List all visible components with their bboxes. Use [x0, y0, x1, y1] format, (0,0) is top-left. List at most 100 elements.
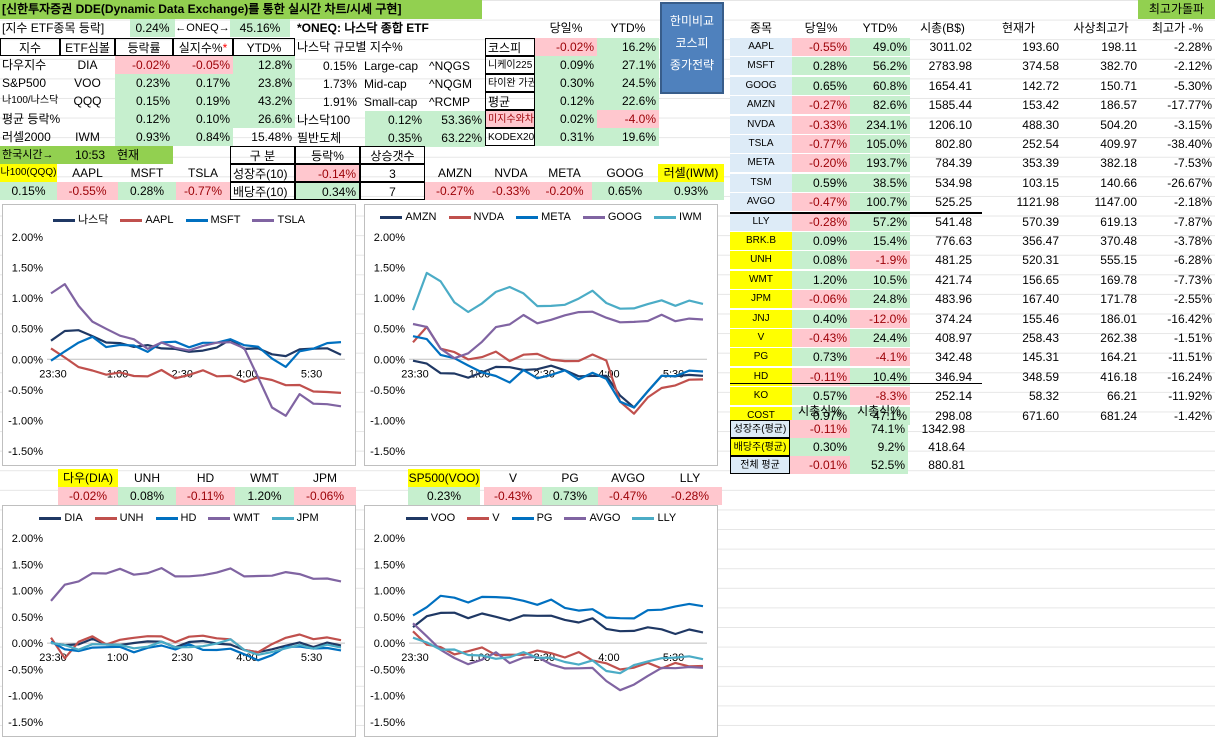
- stock-ytd: 24.8%: [850, 290, 910, 309]
- x-tick-label: 23:30: [39, 652, 67, 664]
- oneq-row-sym: ^NQGS: [429, 59, 470, 73]
- stock-header: 시총(B$): [920, 21, 965, 35]
- summary-b: 74.1%: [850, 420, 908, 438]
- stock-high: 186.01: [1100, 311, 1137, 326]
- y-tick-label: -1.00%: [8, 415, 43, 427]
- x-tick-label: 23:30: [401, 652, 429, 664]
- stock-header: 당일%: [804, 21, 838, 35]
- stock-high: 382.18: [1100, 156, 1137, 171]
- legend-label: AVGO: [589, 512, 621, 524]
- oneq-row-sym: ^NQGM: [429, 77, 472, 91]
- stock-high: 370.48: [1100, 234, 1137, 248]
- legend-entry: MSFT: [185, 214, 241, 226]
- chart-svg: 2.00% 1.50% 1.00% 0.50% 0.00% -0.50% -1.00% -1.…: [370, 232, 707, 458]
- legend-entry: LLY: [632, 512, 676, 524]
- legend-swatch: [516, 215, 539, 219]
- stock-price: 374.58: [1022, 59, 1059, 74]
- asia-row-ytd: 27.1%: [597, 56, 659, 74]
- stock-price: 356.47: [1022, 234, 1059, 248]
- ticker2-label: HD: [196, 471, 215, 485]
- x-tick-label: 5:30: [301, 652, 322, 664]
- index-row-real: 0.17%: [173, 74, 233, 92]
- legend-label: V: [492, 512, 500, 524]
- legend-label: MSFT: [210, 214, 241, 226]
- legend-entry: AVGO: [564, 512, 620, 524]
- legend-entry: AAPL: [120, 214, 174, 226]
- stock-cap: 1206.10: [928, 117, 972, 132]
- ticker1-label: AMZN: [438, 166, 472, 180]
- stock-symbol: GOOG: [730, 76, 792, 95]
- legend-swatch: [405, 516, 428, 520]
- stock-high: 504.20: [1100, 117, 1137, 132]
- series-line: [412, 594, 704, 620]
- y-tick-label: 1.00%: [374, 586, 405, 598]
- stock-cap: 298.08: [935, 408, 972, 423]
- stock-cap: 252.14: [935, 389, 972, 404]
- stock-header: 종목: [749, 21, 773, 35]
- stock-ytd: 38.5%: [850, 173, 910, 192]
- n100-b: 53.36%: [425, 111, 485, 129]
- stock-high: 66.21: [1106, 389, 1137, 404]
- legend-swatch: [252, 218, 275, 222]
- legend-entry: META: [516, 211, 571, 223]
- chart-legend: 나스닥 AAPL MSFT TSLA: [3, 211, 355, 227]
- summary-a: 0.30%: [790, 438, 850, 456]
- oneq-row-name: Small-cap: [364, 95, 418, 109]
- ticker1-label: 나100(QQQ): [0, 164, 57, 182]
- index-panel-pct: 0.24%: [130, 19, 175, 37]
- x-tick-label: 23:30: [39, 368, 67, 380]
- stock-symbol: MSFT: [730, 57, 792, 76]
- ticker2-label: SP500(VOO): [408, 469, 480, 487]
- stock-ytd: -12.0%: [850, 309, 910, 328]
- stock-high: 416.18: [1100, 369, 1137, 384]
- series-line: [412, 359, 704, 409]
- asia-header-ytd: YTD%: [610, 21, 646, 35]
- summary-a: -0.01%: [790, 456, 850, 474]
- summary-b: 52.5%: [850, 456, 908, 474]
- stock-cap: 534.98: [935, 175, 972, 190]
- chart-legend: DIA UNH HD WMT JPM: [3, 512, 355, 524]
- stock-ytd: 49.0%: [850, 38, 910, 56]
- stock-symbol: HD: [730, 367, 792, 386]
- stock-cap: 481.25: [935, 253, 972, 268]
- summary-c: 1342.98: [921, 422, 965, 436]
- ticker2-label: PG: [561, 471, 579, 485]
- stock-symbol: AVGO: [730, 193, 792, 212]
- index-header: 등락률: [115, 38, 173, 56]
- legend-swatch: [654, 215, 677, 219]
- ticker2-value: -0.47%: [598, 487, 658, 505]
- ticker2-label: LLY: [679, 471, 701, 485]
- stock-off: -3.15%: [1173, 117, 1212, 132]
- stock-high: 619.13: [1100, 214, 1137, 229]
- summary-name: 성장주(평균): [730, 420, 790, 438]
- y-tick-label: 0.50%: [12, 612, 43, 624]
- oneq-row-sym: ^RCMP: [429, 95, 470, 109]
- stock-cap: 776.63: [935, 234, 972, 248]
- chart-dow-group: DIA UNH HD WMT JPM 2.00% 1.50% 1.00% 0.50% 0.00% -…: [2, 505, 356, 737]
- stock-price: 348.59: [1022, 369, 1059, 384]
- header-star: *: [222, 41, 228, 55]
- stock-price: 103.15: [1022, 175, 1059, 190]
- series-line: [50, 637, 342, 654]
- y-tick-label: 0.00%: [374, 638, 405, 650]
- index-row-name: S&P500: [2, 76, 47, 90]
- stock-high: 198.11: [1101, 40, 1137, 54]
- stock-day: -0.47%: [792, 193, 850, 212]
- series-line: [412, 636, 704, 675]
- stock-price: 156.65: [1022, 272, 1059, 287]
- legend-swatch: [185, 218, 208, 222]
- stock-day: -0.43%: [792, 329, 850, 347]
- ticker1-label: NVDA: [494, 166, 528, 180]
- legend-swatch: [380, 215, 403, 219]
- legend-entry: V: [467, 512, 500, 524]
- asia-row-day: 0.09%: [535, 56, 597, 74]
- asia-row-ytd: 24.5%: [597, 74, 659, 92]
- compare-button[interactable]: 한미비교 코스피 종가전략: [660, 2, 724, 94]
- legend-entry: AMZN: [380, 211, 437, 223]
- legend-label: NVDA: [473, 211, 505, 223]
- ticker2-value: 0.73%: [542, 487, 598, 505]
- summary-name: 배당주(평균): [730, 438, 790, 456]
- y-tick-label: 0.50%: [374, 612, 405, 624]
- stock-symbol: NVDA: [730, 115, 792, 134]
- stock-high: 140.66: [1100, 175, 1137, 190]
